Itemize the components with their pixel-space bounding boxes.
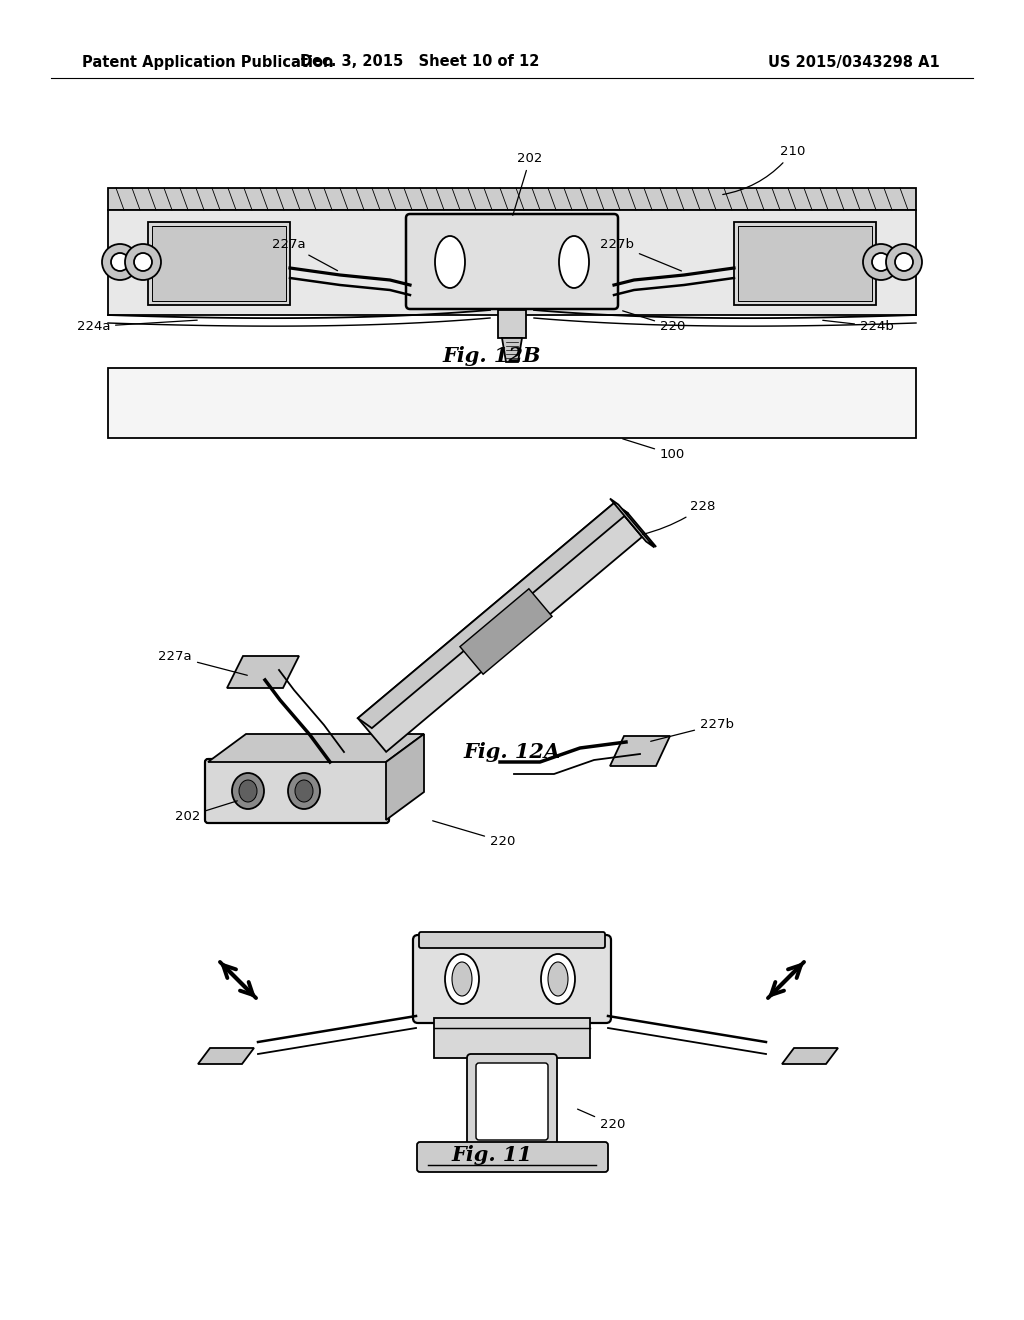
Polygon shape [357,503,628,729]
FancyBboxPatch shape [205,759,389,822]
Ellipse shape [452,962,472,997]
Text: Fig. 12A: Fig. 12A [464,742,560,763]
Bar [108,187,916,210]
Text: 227b: 227b [600,238,681,271]
Bar [108,210,916,315]
Text: 220: 220 [578,1109,626,1131]
Circle shape [872,253,890,271]
Bar [738,226,872,301]
Circle shape [102,244,138,280]
Text: 227a: 227a [272,238,338,271]
FancyBboxPatch shape [417,1142,608,1172]
Text: US 2015/0343298 A1: US 2015/0343298 A1 [768,54,940,70]
Polygon shape [208,734,424,762]
Text: 220: 220 [433,821,515,847]
Polygon shape [782,1048,838,1064]
Circle shape [895,253,913,271]
Text: 224b: 224b [822,319,894,333]
Circle shape [134,253,152,271]
Ellipse shape [232,774,264,809]
FancyBboxPatch shape [467,1053,557,1148]
FancyBboxPatch shape [476,1063,548,1140]
Ellipse shape [239,780,257,803]
Ellipse shape [445,954,479,1005]
FancyBboxPatch shape [406,214,618,309]
Polygon shape [502,338,522,362]
Bar [152,226,286,301]
Bar [498,310,526,338]
Text: 224a: 224a [77,319,198,333]
Circle shape [125,244,161,280]
Polygon shape [357,503,642,752]
Text: Fig. 12B: Fig. 12B [442,346,541,367]
Ellipse shape [435,236,465,288]
Ellipse shape [288,774,319,809]
Text: 227a: 227a [159,649,248,676]
Text: Dec. 3, 2015   Sheet 10 of 12: Dec. 3, 2015 Sheet 10 of 12 [300,54,540,70]
Polygon shape [198,1048,254,1064]
Text: 100: 100 [623,438,685,461]
Bar [434,1018,590,1059]
Circle shape [886,244,922,280]
Polygon shape [386,734,424,820]
Bar [734,222,876,305]
Text: 202: 202 [513,152,543,215]
Ellipse shape [541,954,575,1005]
Text: Patent Application Publication: Patent Application Publication [82,54,334,70]
Bar [108,368,916,438]
Ellipse shape [559,236,589,288]
Polygon shape [613,503,656,546]
Circle shape [111,253,129,271]
Polygon shape [610,737,670,766]
Ellipse shape [295,780,313,803]
Text: Fig. 11: Fig. 11 [452,1144,531,1166]
Text: 210: 210 [723,145,805,194]
Polygon shape [460,589,552,675]
Bar [148,222,290,305]
FancyBboxPatch shape [413,935,611,1023]
Text: 227b: 227b [650,718,734,742]
Text: 220: 220 [623,310,685,333]
Polygon shape [610,499,654,548]
Polygon shape [227,656,299,688]
FancyBboxPatch shape [419,932,605,948]
Text: 202: 202 [175,801,238,822]
Circle shape [863,244,899,280]
Text: 228: 228 [643,500,716,535]
Ellipse shape [548,962,568,997]
